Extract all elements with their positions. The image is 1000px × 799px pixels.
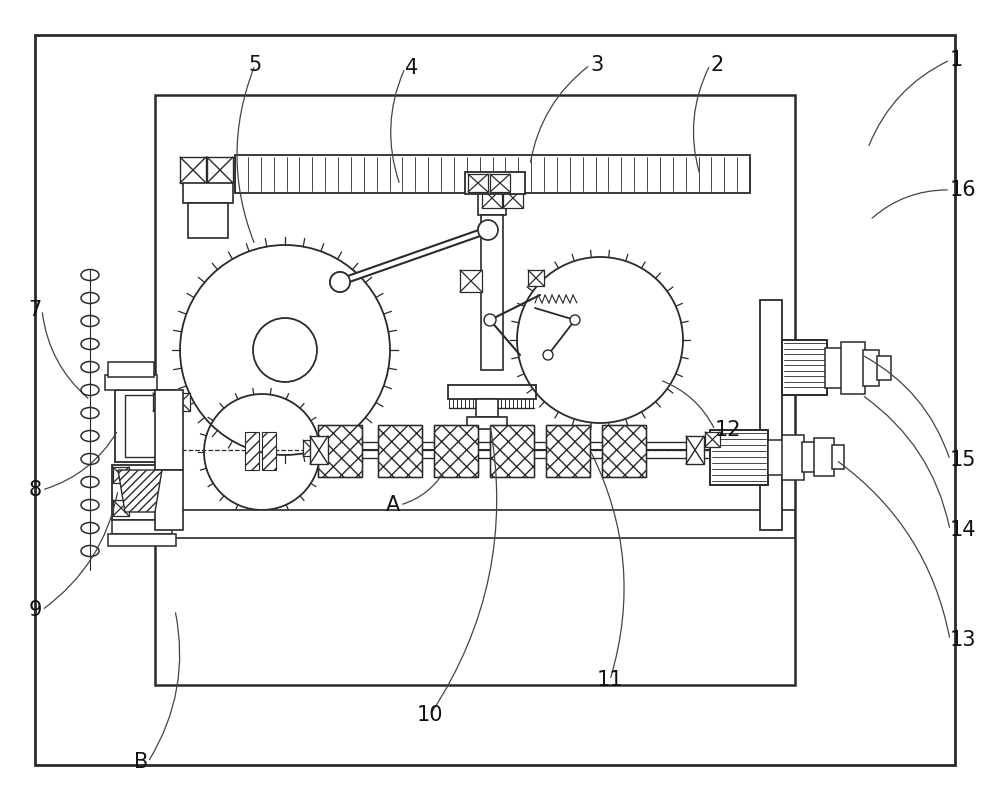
Bar [378,425,422,477]
Bar [782,435,804,480]
Bar [245,432,259,470]
Bar [112,520,172,534]
Bar [476,399,498,417]
Bar [318,425,362,477]
Bar [546,425,590,477]
Bar [503,188,523,208]
Bar [112,465,172,520]
Bar [125,395,165,457]
Text: 15: 15 [950,450,976,470]
Bar [602,425,646,477]
Polygon shape [118,470,162,512]
Bar [710,430,768,485]
Bar [814,438,834,476]
Text: 16: 16 [950,180,977,200]
Text: 11: 11 [597,670,623,690]
Bar [602,425,646,477]
Bar [710,430,768,485]
Text: 13: 13 [950,630,976,650]
Bar [478,185,506,215]
Bar [490,425,534,477]
Bar [155,95,795,685]
Bar [841,342,865,394]
Bar [686,436,704,464]
Text: B: B [134,752,148,772]
Bar [155,510,795,538]
Text: A: A [386,495,400,515]
Bar [782,340,827,395]
Text: 7: 7 [29,300,42,320]
Bar [235,155,750,193]
Bar [318,425,362,477]
Circle shape [570,315,580,325]
Bar [528,270,544,286]
Bar [303,440,319,456]
Text: 4: 4 [405,58,418,78]
Bar [465,172,525,194]
Bar [705,432,720,447]
Circle shape [543,350,553,360]
Bar [115,390,175,462]
Bar [180,157,206,183]
Bar [468,174,488,192]
Bar [490,174,510,192]
Bar [434,425,478,477]
Bar [782,340,827,395]
Bar [802,442,816,472]
Bar [825,348,843,388]
Bar [490,425,534,477]
Bar [172,393,190,411]
Text: 10: 10 [417,705,443,725]
Bar [760,300,782,530]
Bar [546,425,590,477]
Bar [153,393,171,411]
Bar [482,188,502,208]
Text: 1: 1 [950,50,963,70]
Bar [155,470,183,530]
Bar [448,385,536,399]
Text: 2: 2 [710,55,723,75]
Bar [863,350,879,386]
Bar [832,445,844,469]
Text: 12: 12 [715,420,742,440]
Bar [460,270,482,292]
Bar [113,467,129,483]
Text: 8: 8 [29,480,42,500]
Bar [481,215,503,370]
Circle shape [478,220,498,240]
Circle shape [330,272,350,292]
Bar [877,356,891,380]
Bar [768,440,784,475]
Text: 9: 9 [29,600,42,620]
Text: 14: 14 [950,520,976,540]
Bar [207,157,233,183]
Bar [183,183,233,203]
Bar [262,432,276,470]
Circle shape [484,314,496,326]
Text: 5: 5 [248,55,262,75]
Circle shape [330,272,350,292]
Bar [467,417,507,429]
Bar [113,500,129,516]
Bar [310,436,328,464]
Bar [188,203,228,238]
Text: 3: 3 [590,55,603,75]
Bar [108,534,176,546]
Bar [155,390,183,470]
Circle shape [478,220,498,240]
Bar [378,425,422,477]
Bar [108,362,154,377]
Bar [434,425,478,477]
Bar [105,375,157,390]
